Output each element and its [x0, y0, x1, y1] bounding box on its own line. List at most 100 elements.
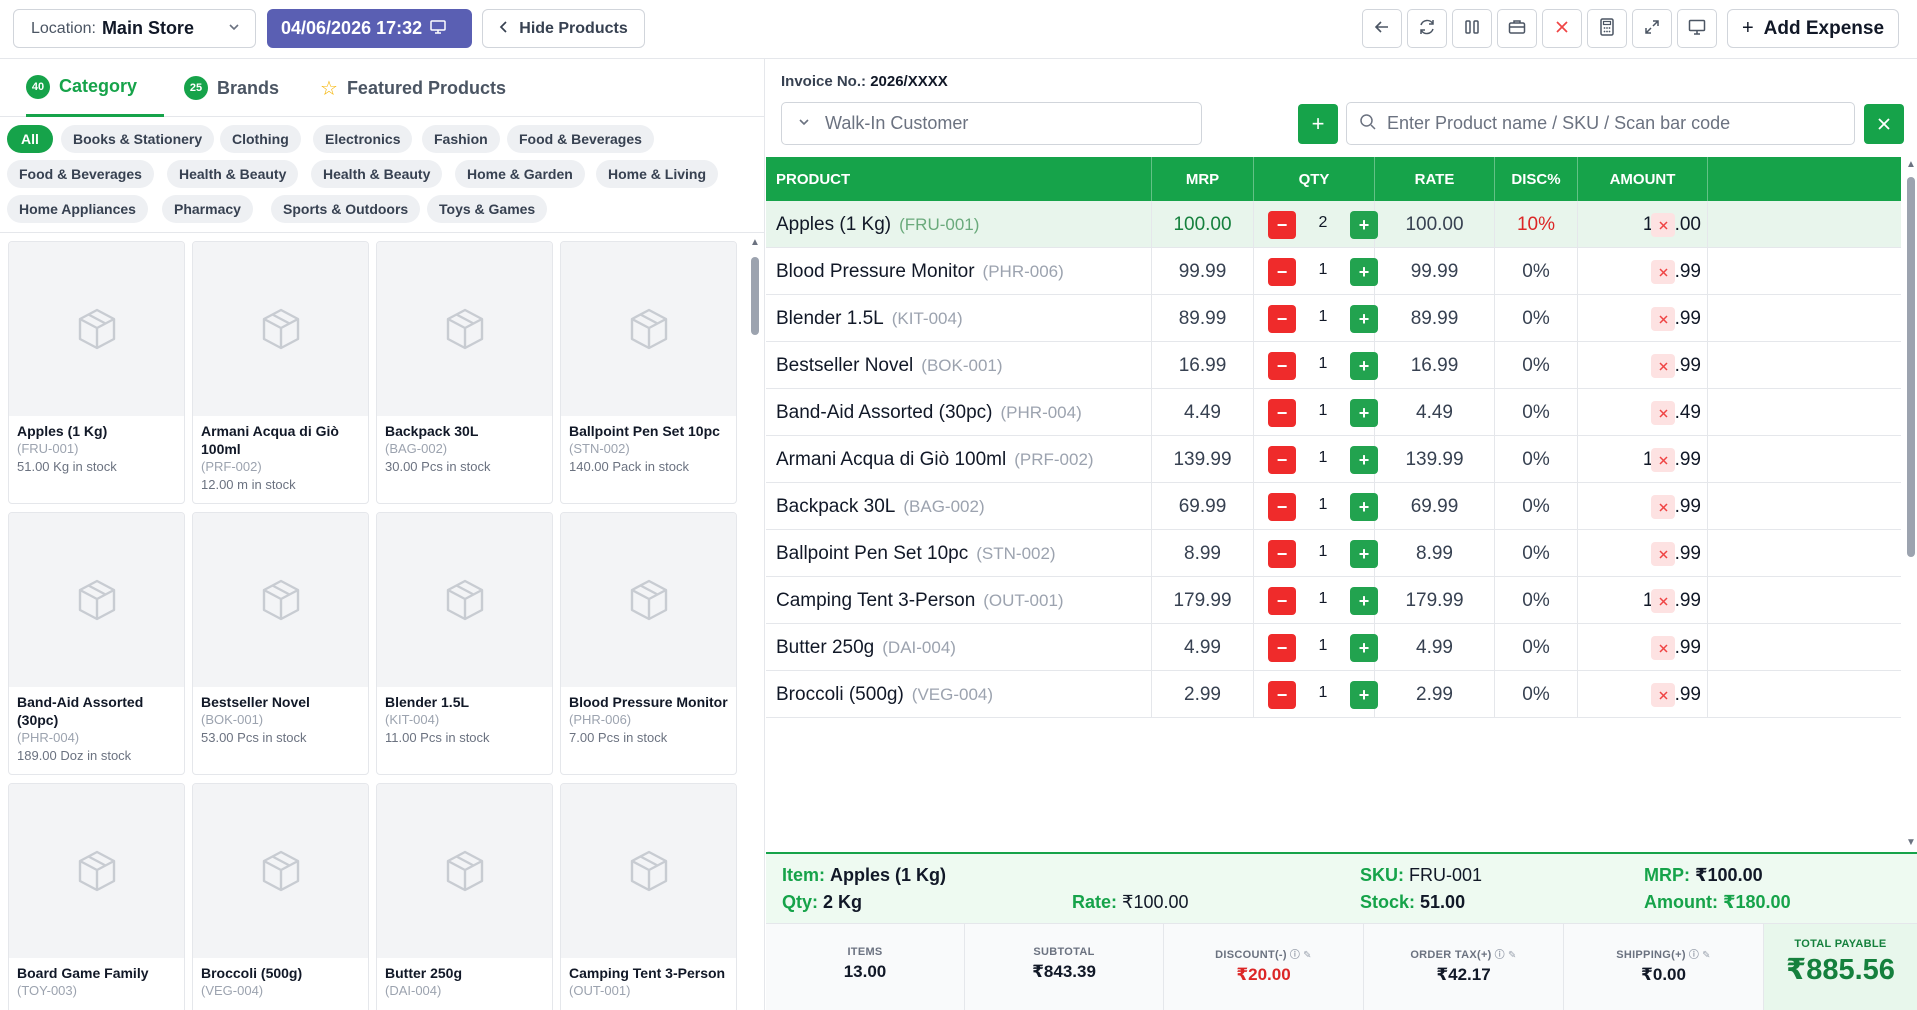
- table-row[interactable]: Broccoli (500g) (VEG-004) 2.99−1 +2.99 0% 2.9…: [766, 671, 1901, 718]
- row-discount[interactable]: 0%: [1495, 530, 1578, 577]
- category-chip[interactable]: Sports & Outdoors: [271, 195, 421, 223]
- table-row[interactable]: Blender 1.5L (KIT-004) 89.99−1 +89.99 0% 89.9…: [766, 295, 1901, 342]
- row-rate[interactable]: 8.99: [1375, 530, 1495, 577]
- category-chip[interactable]: Home & Garden: [455, 160, 585, 188]
- scrollbar-thumb[interactable]: [751, 257, 759, 335]
- row-rate[interactable]: 69.99: [1375, 483, 1495, 530]
- category-chip[interactable]: Books & Stationery: [61, 125, 215, 153]
- decrease-qty-button[interactable]: −: [1268, 587, 1296, 615]
- refresh-button[interactable]: [1407, 9, 1447, 48]
- row-discount[interactable]: 0%: [1495, 671, 1578, 718]
- row-discount[interactable]: 0%: [1495, 624, 1578, 671]
- row-discount[interactable]: 0%: [1495, 483, 1578, 530]
- back-button[interactable]: [1362, 9, 1402, 48]
- category-chip[interactable]: Food & Beverages: [507, 125, 654, 153]
- row-qty[interactable]: 2: [1318, 214, 1328, 231]
- category-chip[interactable]: Home Appliances: [7, 195, 148, 223]
- row-rate[interactable]: 100.00: [1375, 201, 1495, 248]
- table-row[interactable]: Blood Pressure Monitor (PHR-006) 99.99−1 +9…: [766, 248, 1901, 295]
- tab-category[interactable]: 40 Category: [26, 59, 164, 117]
- table-row[interactable]: Bestseller Novel (BOK-001) 16.99−1 +16.99 0%…: [766, 342, 1901, 389]
- summary-shipping[interactable]: SHIPPING(+) ⓘ ✎ ₹0.00: [1564, 924, 1764, 1010]
- category-chip[interactable]: Food & Beverages: [7, 160, 154, 188]
- pencil-icon[interactable]: ✎: [1702, 950, 1711, 961]
- pencil-icon[interactable]: ✎: [1303, 950, 1312, 961]
- remove-item-button[interactable]: [1651, 683, 1675, 707]
- increase-qty-button[interactable]: +: [1350, 399, 1378, 427]
- category-chip[interactable]: Fashion: [422, 125, 500, 153]
- fullscreen-button[interactable]: [1632, 9, 1672, 48]
- table-row[interactable]: Armani Acqua di Giò 100ml (PRF-002) 139.99…: [766, 436, 1901, 483]
- row-rate[interactable]: 16.99: [1375, 342, 1495, 389]
- row-discount[interactable]: 0%: [1495, 436, 1578, 483]
- cart-scrollbar[interactable]: ▲ ▼: [1905, 157, 1917, 851]
- increase-qty-button[interactable]: +: [1350, 587, 1378, 615]
- tab-featured-products[interactable]: ☆ Featured Products: [320, 59, 506, 117]
- increase-qty-button[interactable]: +: [1350, 540, 1378, 568]
- briefcase-button[interactable]: [1497, 9, 1537, 48]
- remove-item-button[interactable]: [1651, 260, 1675, 284]
- remove-item-button[interactable]: [1651, 354, 1675, 378]
- product-card[interactable]: Board Game Family (TOY-003): [8, 783, 185, 1010]
- category-chip[interactable]: Home & Living: [596, 160, 719, 188]
- product-card[interactable]: Camping Tent 3-Person (OUT-001): [560, 783, 737, 1010]
- product-card[interactable]: Bestseller Novel (BOK-001) 53.00 Pcs in st…: [192, 512, 369, 775]
- calculator-button[interactable]: [1587, 9, 1627, 48]
- table-row[interactable]: Camping Tent 3-Person (OUT-001) 179.99−1 +1…: [766, 577, 1901, 624]
- increase-qty-button[interactable]: +: [1350, 634, 1378, 662]
- row-qty[interactable]: 1: [1318, 637, 1328, 654]
- row-qty[interactable]: 1: [1318, 684, 1328, 701]
- product-card[interactable]: Apples (1 Kg) (FRU-001) 51.00 Kg in stock: [8, 241, 185, 504]
- row-discount[interactable]: 0%: [1495, 248, 1578, 295]
- increase-qty-button[interactable]: +: [1350, 446, 1378, 474]
- category-chip[interactable]: Health & Beauty: [311, 160, 443, 188]
- decrease-qty-button[interactable]: −: [1268, 540, 1296, 568]
- row-discount[interactable]: 10%: [1495, 201, 1578, 248]
- row-rate[interactable]: 179.99: [1375, 577, 1495, 624]
- row-rate[interactable]: 89.99: [1375, 295, 1495, 342]
- row-qty[interactable]: 1: [1318, 590, 1328, 607]
- table-row[interactable]: Ballpoint Pen Set 10pc (STN-002) 8.99−1 +8.…: [766, 530, 1901, 577]
- increase-qty-button[interactable]: +: [1350, 258, 1378, 286]
- row-discount[interactable]: 0%: [1495, 342, 1578, 389]
- remove-item-button[interactable]: [1651, 542, 1675, 566]
- customer-select[interactable]: Walk-In Customer: [781, 102, 1202, 145]
- summary-order-tax[interactable]: ORDER TAX(+) ⓘ ✎ ₹42.17: [1364, 924, 1564, 1010]
- product-card[interactable]: Backpack 30L (BAG-002) 30.00 Pcs in stock: [376, 241, 553, 504]
- location-select[interactable]: Location: Main Store: [13, 9, 256, 48]
- customer-display-button[interactable]: [1677, 9, 1717, 48]
- remove-item-button[interactable]: [1651, 307, 1675, 331]
- decrease-qty-button[interactable]: −: [1268, 493, 1296, 521]
- increase-qty-button[interactable]: +: [1350, 211, 1378, 239]
- scrollbar-thumb[interactable]: [1907, 177, 1915, 557]
- decrease-qty-button[interactable]: −: [1268, 634, 1296, 662]
- tab-brands[interactable]: 25 Brands: [184, 59, 279, 117]
- decrease-qty-button[interactable]: −: [1268, 305, 1296, 333]
- row-qty[interactable]: 1: [1318, 449, 1328, 466]
- product-grid-scrollbar[interactable]: ▲: [749, 235, 761, 1010]
- row-qty[interactable]: 1: [1318, 402, 1328, 419]
- remove-item-button[interactable]: [1651, 213, 1675, 237]
- row-discount[interactable]: 0%: [1495, 295, 1578, 342]
- product-card[interactable]: Ballpoint Pen Set 10pc (STN-002) 140.00 Pa…: [560, 241, 737, 504]
- product-card[interactable]: Band-Aid Assorted (30pc) (PHR-004) 189.00 …: [8, 512, 185, 775]
- row-qty[interactable]: 1: [1318, 355, 1328, 372]
- row-rate[interactable]: 4.49: [1375, 389, 1495, 436]
- table-row[interactable]: Backpack 30L (BAG-002) 69.99−1 +69.99 0% 69.9…: [766, 483, 1901, 530]
- category-chip[interactable]: All: [7, 125, 53, 153]
- increase-qty-button[interactable]: +: [1350, 493, 1378, 521]
- remove-item-button[interactable]: [1651, 636, 1675, 660]
- category-chip[interactable]: Toys & Games: [427, 195, 548, 223]
- product-card[interactable]: Armani Acqua di Giò 100ml (PRF-002) 12.00 …: [192, 241, 369, 504]
- add-expense-button[interactable]: + Add Expense: [1727, 9, 1899, 48]
- decrease-qty-button[interactable]: −: [1268, 399, 1296, 427]
- category-chip[interactable]: Electronics: [313, 125, 413, 153]
- decrease-qty-button[interactable]: −: [1268, 352, 1296, 380]
- row-discount[interactable]: 0%: [1495, 577, 1578, 624]
- row-qty[interactable]: 1: [1318, 261, 1328, 278]
- cancel-sale-button[interactable]: [1542, 9, 1582, 48]
- row-qty[interactable]: 1: [1318, 543, 1328, 560]
- increase-qty-button[interactable]: +: [1350, 681, 1378, 709]
- decrease-qty-button[interactable]: −: [1268, 681, 1296, 709]
- product-card[interactable]: Broccoli (500g) (VEG-004): [192, 783, 369, 1010]
